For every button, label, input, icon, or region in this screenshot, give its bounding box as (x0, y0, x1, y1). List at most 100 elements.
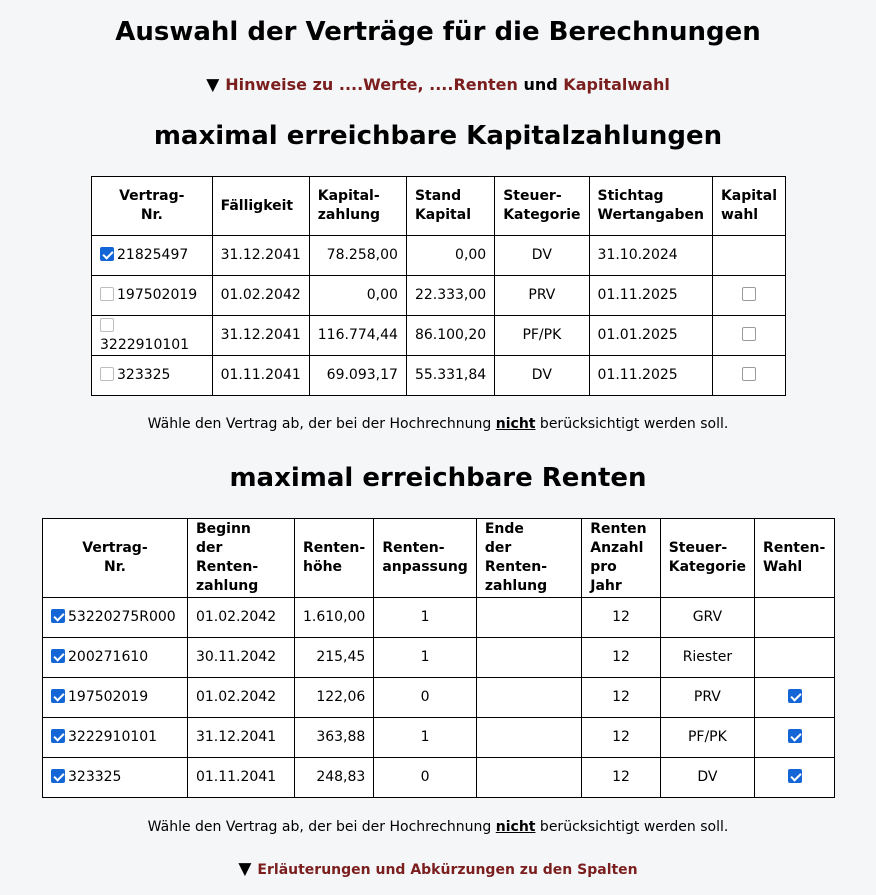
rentenwahl-cell (754, 757, 835, 798)
col-header-vertrag: Vertrag- Nr. (42, 518, 188, 598)
vertrag-nr-cell: 197502019 (42, 677, 188, 718)
include-contract-checkbox[interactable] (51, 649, 65, 663)
page-title: Auswahl der Verträge für die Berechnunge… (115, 17, 761, 47)
rentenhoehe-cell: 215,45 (293, 637, 375, 678)
renten-hint-text: Wähle den Vertrag ab, der bei der Hochre… (147, 819, 729, 835)
beginn-cell: 30.11.2042 (186, 637, 295, 678)
steuer-kategorie-cell: Riester (659, 637, 756, 678)
kapitalwahl-cell (711, 355, 787, 396)
rentenanpassung-cell: 0 (373, 757, 477, 798)
include-contract-checkbox[interactable] (51, 729, 65, 743)
stichtag-cell: 01.11.2025 (588, 275, 713, 316)
rentenanpassung-cell: 1 (373, 637, 477, 678)
kapitalzahlung-cell: 69.093,17 (308, 355, 407, 396)
kapitalwahl-checkbox[interactable] (741, 327, 756, 341)
col-header-stichtag: Stichtag Wertangaben (588, 176, 713, 236)
table-row: 3222910101 31.12.2041 116.774,44 86.100,… (91, 315, 787, 356)
stichtag-cell: 31.10.2024 (588, 235, 713, 276)
steuer-kategorie-cell: DV (659, 757, 756, 798)
stichtag-cell: 01.01.2025 (588, 315, 713, 356)
kapitalwahl-checkbox[interactable] (741, 287, 756, 301)
vertrag-nr-cell: 3222910101 (42, 717, 188, 758)
include-contract-checkbox[interactable] (51, 769, 65, 783)
include-contract-checkbox[interactable] (51, 609, 65, 623)
erlaeuterungen-toggle[interactable]: ▼ Erläuterungen und Abkürzungen zu den Sp… (0, 859, 876, 880)
ende-cell (475, 597, 583, 638)
rentenwahl-checkbox[interactable] (787, 769, 802, 783)
kapitalwahl-cell (711, 315, 787, 356)
stand-kapital-cell: 22.333,00 (405, 275, 496, 316)
beginn-cell: 01.02.2042 (186, 597, 295, 638)
vertrag-nr-cell: 53220275R000 (42, 597, 188, 638)
vertrag-nr-cell: 197502019 (91, 275, 213, 316)
stand-kapital-cell: 0,00 (405, 235, 496, 276)
include-contract-checkbox[interactable] (100, 367, 114, 381)
table-row: 200271610 30.11.2042 215,45 1 12 Riester (42, 637, 835, 678)
include-contract-checkbox[interactable] (100, 287, 114, 301)
table-row: 21825497 31.12.2041 78.258,00 0,00 DV 31… (91, 235, 787, 276)
table-row: 53220275R000 01.02.2042 1.610,00 1 12 GR… (42, 597, 835, 638)
faelligkeit-cell: 31.12.2041 (211, 235, 310, 276)
vertrag-nr-cell: 323325 (42, 757, 188, 798)
hinweise-label-part3: Kapitalwahl (563, 75, 670, 94)
kapitalwahl-cell (711, 275, 787, 316)
rentenwahl-checkbox[interactable] (787, 729, 802, 743)
beginn-cell: 01.11.2041 (186, 757, 295, 798)
steuer-kategorie-cell: PF/PK (659, 717, 756, 758)
table-row: 197502019 01.02.2042 122,06 0 12 PRV (42, 677, 835, 718)
steuer-kategorie-cell: PRV (494, 275, 590, 316)
faelligkeit-cell: 01.11.2041 (211, 355, 310, 396)
rentenanpassung-cell: 0 (373, 677, 477, 718)
steuer-kategorie-cell: PF/PK (494, 315, 590, 356)
include-contract-checkbox[interactable] (100, 247, 114, 261)
steuer-kategorie-cell: GRV (659, 597, 756, 638)
rentenhoehe-cell: 1.610,00 (293, 597, 375, 638)
kapital-section-title: maximal erreichbare Kapitalzahlungen (153, 121, 723, 151)
renten-table: Vertrag- Nr. Beginn der Renten-zahlung Ren… (42, 518, 835, 798)
table-row: 323325 01.11.2041 248,83 0 12 DV (42, 757, 835, 798)
vertrag-nr-cell: 3222910101 (91, 315, 213, 356)
kapital-hint-text: Wähle den Vertrag ab, der bei der Hochre… (147, 416, 729, 432)
table-row: 3222910101 31.12.2041 363,88 1 12 PF/PK (42, 717, 835, 758)
erlaeuterungen-label: Erläuterungen und Abkürzungen zu den Spa… (257, 862, 638, 878)
include-contract-checkbox[interactable] (51, 689, 65, 703)
kapital-table: Vertrag- Nr. Fälligkeit Kapital-zahlung S… (91, 176, 787, 396)
ende-cell (475, 717, 583, 758)
include-contract-checkbox[interactable] (100, 317, 114, 332)
col-header-rentenanpassung: Renten-anpassung (373, 518, 477, 598)
col-header-ende: Ende der Renten-zahlung (475, 518, 583, 598)
col-header-steuer-kategorie: Steuer- Kategorie (494, 176, 590, 236)
faelligkeit-cell: 31.12.2041 (211, 315, 310, 356)
col-header-anzahl: Renten Anzahl pro Jahr (581, 518, 661, 598)
rentenwahl-checkbox[interactable] (787, 689, 802, 703)
anzahl-cell: 12 (581, 597, 661, 638)
beginn-cell: 01.02.2042 (186, 677, 295, 718)
disclosure-triangle-icon: ▼ (238, 859, 252, 879)
vertrag-nr-cell: 200271610 (42, 637, 188, 678)
col-header-rentenhoehe: Renten-höhe (293, 518, 375, 598)
hint-emphasis: nicht (495, 416, 536, 432)
ende-cell (475, 677, 583, 718)
col-header-beginn: Beginn der Renten-zahlung (186, 518, 295, 598)
hinweise-label-part2: und (517, 75, 564, 94)
col-header-vertrag: Vertrag- Nr. (91, 176, 213, 236)
hint-emphasis: nicht (495, 819, 536, 835)
anzahl-cell: 12 (581, 637, 661, 678)
ende-cell (475, 637, 583, 678)
col-header-rentenwahl: Renten- Wahl (754, 518, 835, 598)
rentenanpassung-cell: 1 (373, 597, 477, 638)
vertrag-nr-cell: 323325 (91, 355, 213, 396)
hinweise-label-part1: Hinweise zu ....Werte, ....Renten (225, 75, 518, 94)
vertrag-nr-cell: 21825497 (91, 235, 213, 276)
steuer-kategorie-cell: DV (494, 235, 590, 276)
rentenwahl-cell (754, 677, 835, 718)
col-header-faelligkeit: Fälligkeit (211, 176, 310, 236)
kapitalwahl-checkbox[interactable] (741, 367, 756, 381)
ende-cell (475, 757, 583, 798)
beginn-cell: 31.12.2041 (186, 717, 295, 758)
hinweise-toggle[interactable]: ▼ Hinweise zu ....Werte, ....Renten und K… (0, 75, 876, 95)
table-header-row: Vertrag- Nr. Beginn der Renten-zahlung Ren… (42, 518, 835, 598)
col-header-steuer-kategorie: Steuer- Kategorie (659, 518, 756, 598)
kapitalzahlung-cell: 0,00 (308, 275, 407, 316)
table-row: 323325 01.11.2041 69.093,17 55.331,84 DV… (91, 355, 787, 396)
